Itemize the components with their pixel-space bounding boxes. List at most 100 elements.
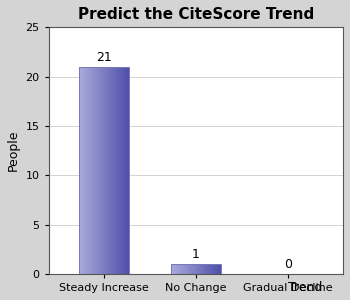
Bar	[218, 264, 219, 274]
Bar	[215, 264, 216, 274]
Text: 0: 0	[284, 258, 292, 271]
Bar	[98, 67, 99, 274]
Bar	[187, 264, 188, 274]
Bar	[121, 67, 122, 274]
Bar	[188, 264, 189, 274]
Bar	[85, 67, 86, 274]
Bar	[189, 264, 190, 274]
Bar	[214, 264, 215, 274]
Bar	[190, 264, 191, 274]
Bar	[202, 264, 203, 274]
Bar	[170, 264, 221, 274]
Bar	[199, 264, 200, 274]
Bar	[191, 264, 192, 274]
Text: 1: 1	[192, 248, 200, 261]
Bar	[185, 264, 186, 274]
Bar	[94, 67, 95, 274]
Bar	[196, 264, 197, 274]
Bar	[102, 67, 103, 274]
Bar	[118, 67, 119, 274]
Bar	[110, 67, 111, 274]
Bar	[176, 264, 177, 274]
Bar	[206, 264, 207, 274]
Bar	[125, 67, 126, 274]
Text: Trend: Trend	[288, 281, 322, 294]
Bar	[212, 264, 213, 274]
Bar	[106, 67, 107, 274]
Bar	[89, 67, 90, 274]
Text: 21: 21	[96, 51, 112, 64]
Bar	[108, 67, 109, 274]
Bar	[120, 67, 121, 274]
Bar	[91, 67, 92, 274]
Bar	[100, 67, 101, 274]
Bar	[109, 67, 110, 274]
Bar	[217, 264, 218, 274]
Bar	[203, 264, 204, 274]
Bar	[197, 264, 198, 274]
Bar	[107, 67, 108, 274]
Bar	[87, 67, 88, 274]
Bar	[207, 264, 208, 274]
Bar	[105, 67, 106, 274]
Bar	[124, 67, 125, 274]
Bar	[116, 67, 117, 274]
Bar	[123, 67, 124, 274]
Bar	[170, 264, 172, 274]
Bar	[184, 264, 185, 274]
Bar	[174, 264, 175, 274]
Bar	[92, 67, 93, 274]
Bar	[182, 264, 183, 274]
Bar	[186, 264, 187, 274]
Bar	[128, 67, 129, 274]
Bar	[117, 67, 118, 274]
Bar	[86, 67, 87, 274]
Bar	[219, 264, 220, 274]
Bar	[90, 67, 91, 274]
Bar	[180, 264, 181, 274]
Bar	[126, 67, 127, 274]
Bar	[173, 264, 174, 274]
Bar	[216, 264, 217, 274]
Title: Predict the CiteScore Trend: Predict the CiteScore Trend	[78, 7, 314, 22]
Bar	[95, 67, 96, 274]
Bar	[220, 264, 221, 274]
Bar	[119, 67, 120, 274]
Bar	[84, 67, 85, 274]
Bar	[175, 264, 176, 274]
Bar	[104, 67, 105, 274]
Bar	[78, 67, 129, 274]
Bar	[88, 67, 89, 274]
Bar	[192, 264, 193, 274]
Bar	[193, 264, 194, 274]
Bar	[122, 67, 123, 274]
Bar	[113, 67, 114, 274]
Bar	[112, 67, 113, 274]
Bar	[78, 67, 79, 274]
Bar	[114, 67, 115, 274]
Y-axis label: People: People	[7, 130, 20, 171]
Bar	[115, 67, 116, 274]
Bar	[208, 264, 209, 274]
Bar	[96, 67, 97, 274]
Bar	[198, 264, 199, 274]
Bar	[200, 264, 201, 274]
Bar	[103, 67, 104, 274]
Bar	[194, 264, 195, 274]
Bar	[80, 67, 82, 274]
Bar	[127, 67, 128, 274]
Bar	[101, 67, 102, 274]
Bar	[93, 67, 94, 274]
Bar	[99, 67, 100, 274]
Bar	[204, 264, 205, 274]
Bar	[183, 264, 184, 274]
Bar	[172, 264, 173, 274]
Bar	[111, 67, 112, 274]
Bar	[210, 264, 211, 274]
Bar	[177, 264, 178, 274]
Bar	[181, 264, 182, 274]
Bar	[79, 67, 80, 274]
Bar	[213, 264, 214, 274]
Bar	[82, 67, 83, 274]
Bar	[209, 264, 210, 274]
